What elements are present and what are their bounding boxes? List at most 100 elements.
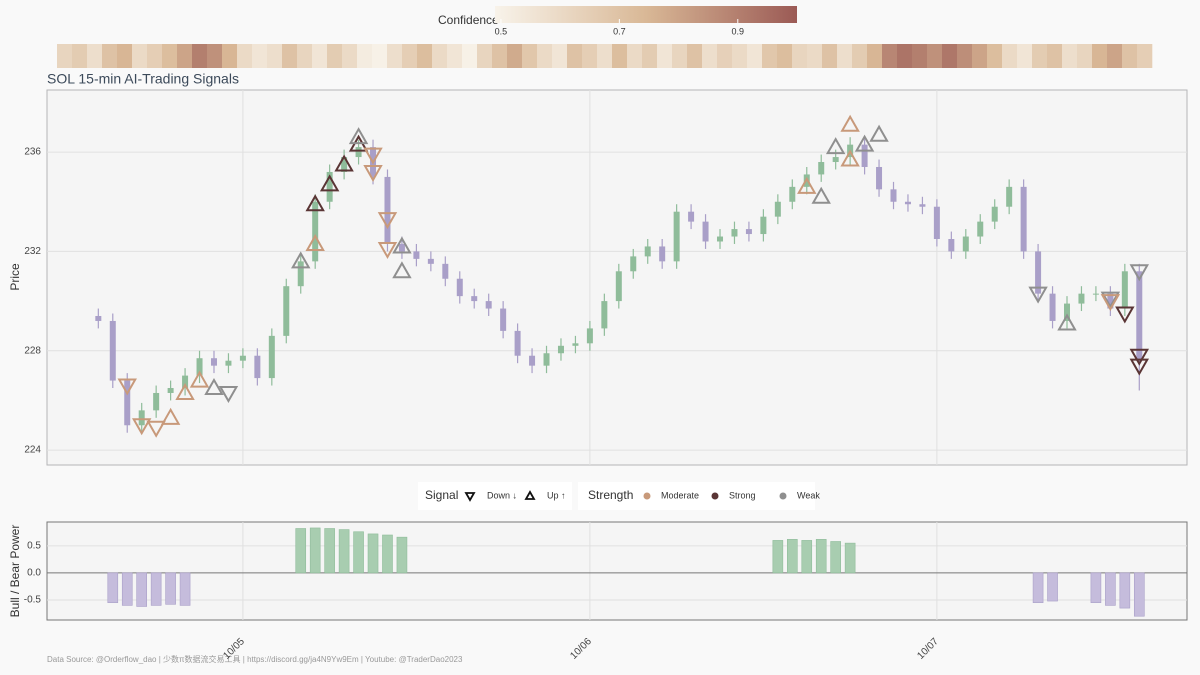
power-bar xyxy=(324,528,335,574)
signal-marker xyxy=(840,114,860,132)
power-bar xyxy=(1032,572,1044,603)
confidence-cell xyxy=(1137,44,1153,68)
candle-body xyxy=(268,335,275,379)
candle-body xyxy=(109,320,116,381)
candle-body xyxy=(384,176,391,244)
confidence-cell xyxy=(912,44,928,68)
candle-body xyxy=(239,355,246,361)
candle-body xyxy=(442,263,449,279)
candle-body xyxy=(1121,271,1128,309)
confidence-cell xyxy=(687,44,703,68)
candle-body xyxy=(355,147,362,158)
y-tick-label: 0.5 xyxy=(27,540,41,551)
signal-marker xyxy=(319,174,340,192)
y-tick-label: 224 xyxy=(24,445,41,456)
confidence-cell xyxy=(372,44,388,68)
confidence-cell xyxy=(942,44,958,68)
legend-label: Moderate xyxy=(661,490,699,500)
power-bar xyxy=(844,542,856,574)
candle-body xyxy=(1136,271,1143,361)
candle-body xyxy=(500,308,507,331)
confidence-cell xyxy=(537,44,553,68)
confidence-cell xyxy=(702,44,718,68)
confidence-cell xyxy=(1122,44,1138,68)
candle-body xyxy=(225,360,232,366)
y-axis-label: Bull / Bear Power xyxy=(8,525,22,618)
source-note: Data Source: @Orderflow_dao | 少数π数据流交易工具… xyxy=(47,654,463,664)
legend-marker xyxy=(464,492,476,502)
candle-body xyxy=(948,239,955,252)
y-tick-label: 232 xyxy=(24,246,41,257)
confidence-cell xyxy=(297,44,313,68)
signal-marker xyxy=(131,418,152,436)
confidence-cell xyxy=(1002,44,1018,68)
colorbar-tick-label: 0.9 xyxy=(732,26,745,36)
confidence-cell xyxy=(732,44,748,68)
confidence-cell xyxy=(852,44,868,68)
confidence-cell xyxy=(747,44,763,68)
candle-body xyxy=(210,358,217,366)
candle-body xyxy=(630,256,637,272)
legend-label: Down ↓ xyxy=(487,490,517,500)
candle-body xyxy=(861,144,868,167)
power-bar xyxy=(136,572,147,607)
candle-body xyxy=(485,301,492,309)
power-bar xyxy=(295,528,307,574)
candle-body xyxy=(283,286,290,336)
confidence-cell xyxy=(597,44,613,68)
power-bar xyxy=(396,536,408,574)
confidence-cell xyxy=(777,44,793,68)
y-axis-label: Price xyxy=(8,263,22,291)
signal-marker xyxy=(1028,286,1048,304)
signal-marker xyxy=(797,176,817,194)
signal-marker xyxy=(377,212,398,230)
candle-body xyxy=(167,388,174,393)
candle-body xyxy=(904,201,911,205)
candle-body xyxy=(182,375,189,389)
candle-body xyxy=(398,243,405,252)
confidence-cell xyxy=(927,44,943,68)
confidence-cell xyxy=(462,44,478,68)
power-bar xyxy=(787,539,798,574)
signal-marker xyxy=(160,407,181,425)
candle-body xyxy=(615,271,622,302)
power-bar xyxy=(150,572,162,606)
confidence-cell xyxy=(627,44,643,68)
power-bar xyxy=(165,572,176,605)
confidence-cell xyxy=(522,44,538,68)
candle-body xyxy=(1049,293,1056,321)
candle-body xyxy=(977,221,984,237)
candle-body xyxy=(586,328,593,344)
candle-body xyxy=(601,301,608,329)
candle-body xyxy=(124,380,131,426)
confidence-cell xyxy=(972,44,988,68)
candle-body xyxy=(543,353,550,366)
candle-body xyxy=(774,201,781,217)
power-bar xyxy=(1090,572,1102,603)
signal-marker xyxy=(1100,294,1121,312)
candle-body xyxy=(745,229,752,235)
confidence-cell xyxy=(1047,44,1063,68)
confidence-cell xyxy=(882,44,898,68)
confidence-cell xyxy=(357,44,373,68)
candle-body xyxy=(1078,293,1085,304)
signal-marker xyxy=(189,370,210,388)
signal-marker xyxy=(348,127,369,145)
power-bar xyxy=(353,531,364,574)
y-tick-label: 228 xyxy=(24,345,41,356)
signal-marker xyxy=(1115,306,1135,324)
candle-body xyxy=(1035,251,1042,294)
legend-label: Up ↑ xyxy=(547,490,566,500)
confidence-cell xyxy=(132,44,148,68)
legend-box xyxy=(578,482,815,510)
confidence-cell xyxy=(72,44,88,68)
confidence-cell xyxy=(567,44,583,68)
signal-marker xyxy=(1129,348,1150,366)
candle-body xyxy=(312,201,319,262)
power-bar xyxy=(309,527,321,574)
signal-marker xyxy=(146,420,166,438)
signal-marker xyxy=(175,382,195,400)
candle-body xyxy=(572,343,579,346)
confidence-cell xyxy=(552,44,568,68)
candle-body xyxy=(341,157,348,172)
